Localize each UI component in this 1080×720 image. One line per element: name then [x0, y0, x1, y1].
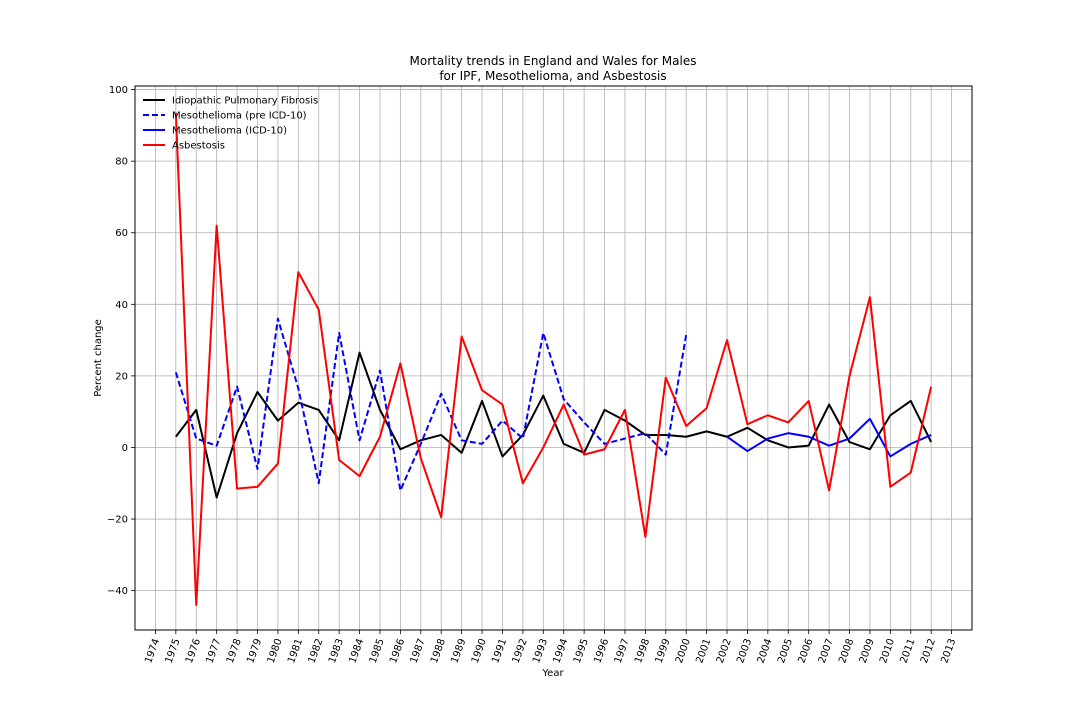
x-tick-label: 1988	[429, 637, 448, 665]
legend-label: Mesothelioma (ICD-10)	[172, 126, 287, 137]
x-tick-label: 1992	[511, 637, 530, 665]
x-tick-label: 2005	[776, 637, 795, 665]
x-tick-label: 1989	[449, 637, 468, 665]
x-tick-label: 2006	[796, 637, 815, 665]
grid	[135, 86, 972, 630]
series-line-2	[174, 317, 688, 492]
x-tick-label: 1977	[204, 637, 223, 665]
x-tick-label: 1979	[245, 637, 264, 665]
x-tick-label: 2010	[878, 637, 897, 665]
x-tick-label: 2008	[837, 637, 856, 665]
y-tick-label: 60	[115, 228, 128, 239]
chart-title: Mortality trends in England and Wales fo…	[410, 54, 697, 68]
x-tick-label: 1978	[225, 637, 244, 665]
y-tick-label: −40	[107, 586, 128, 597]
series-lines	[174, 112, 933, 606]
x-axis-ticks: 1974 1975 1976 1977 1978 1979 1980 1981 1982 1983…	[143, 630, 958, 665]
x-tick-label: 1999	[654, 637, 673, 665]
y-axis-ticks: −40 −20 0 20 40 60 80 100	[107, 85, 135, 597]
x-tick-label: 1986	[388, 637, 407, 665]
chart-subtitle: for IPF, Mesothelioma, and Asbestosis	[439, 69, 666, 83]
y-tick-label: 80	[115, 157, 128, 168]
x-tick-label: 1994	[551, 637, 570, 665]
x-tick-label: 1984	[347, 637, 366, 665]
x-tick-label: 1995	[572, 637, 591, 665]
series-line-4	[174, 112, 933, 606]
x-tick-label: 1981	[286, 637, 305, 665]
x-tick-label: 2002	[715, 637, 734, 665]
x-tick-label: 2013	[939, 637, 958, 665]
x-tick-label: 1975	[164, 637, 183, 665]
y-axis-label: Percent change	[93, 319, 104, 397]
x-tick-label: 2003	[735, 637, 754, 665]
x-tick-label: 1982	[307, 637, 326, 665]
x-tick-label: 1996	[592, 637, 611, 665]
x-tick-label: 2007	[817, 637, 836, 665]
legend-label: Mesothelioma (pre ICD-10)	[172, 111, 307, 122]
series-line-3	[726, 417, 932, 458]
x-tick-label: 1974	[143, 637, 162, 665]
y-tick-label: 0	[122, 443, 128, 454]
x-tick-label: 1976	[184, 637, 203, 665]
x-tick-label: 1990	[470, 637, 489, 665]
x-tick-label: 1998	[633, 637, 652, 665]
x-tick-label: 1985	[368, 637, 387, 665]
x-tick-label: 1987	[409, 637, 428, 665]
legend: Idiopathic Pulmonary Fibrosis Mesotheliom…	[143, 96, 318, 152]
x-tick-label: 2001	[694, 637, 713, 665]
x-tick-label: 1997	[613, 637, 632, 665]
x-tick-label: 1983	[327, 637, 346, 665]
x-axis-label: Year	[541, 668, 564, 679]
x-tick-label: 2012	[919, 637, 938, 665]
x-tick-label: 2011	[899, 637, 918, 665]
x-tick-label: 2000	[674, 637, 693, 665]
y-tick-label: 100	[109, 85, 128, 96]
legend-label: Asbestosis	[172, 141, 225, 152]
y-tick-label: 20	[115, 371, 128, 382]
y-tick-label: 40	[115, 300, 128, 311]
x-tick-label: 2009	[858, 637, 877, 665]
plot-frame	[134, 85, 973, 631]
x-tick-label: 1980	[266, 637, 285, 665]
y-tick-label: −20	[107, 515, 128, 526]
x-tick-label: 1991	[490, 637, 509, 665]
x-tick-label: 1993	[531, 637, 550, 665]
x-tick-label: 2004	[756, 637, 775, 665]
legend-label: Idiopathic Pulmonary Fibrosis	[172, 96, 318, 107]
